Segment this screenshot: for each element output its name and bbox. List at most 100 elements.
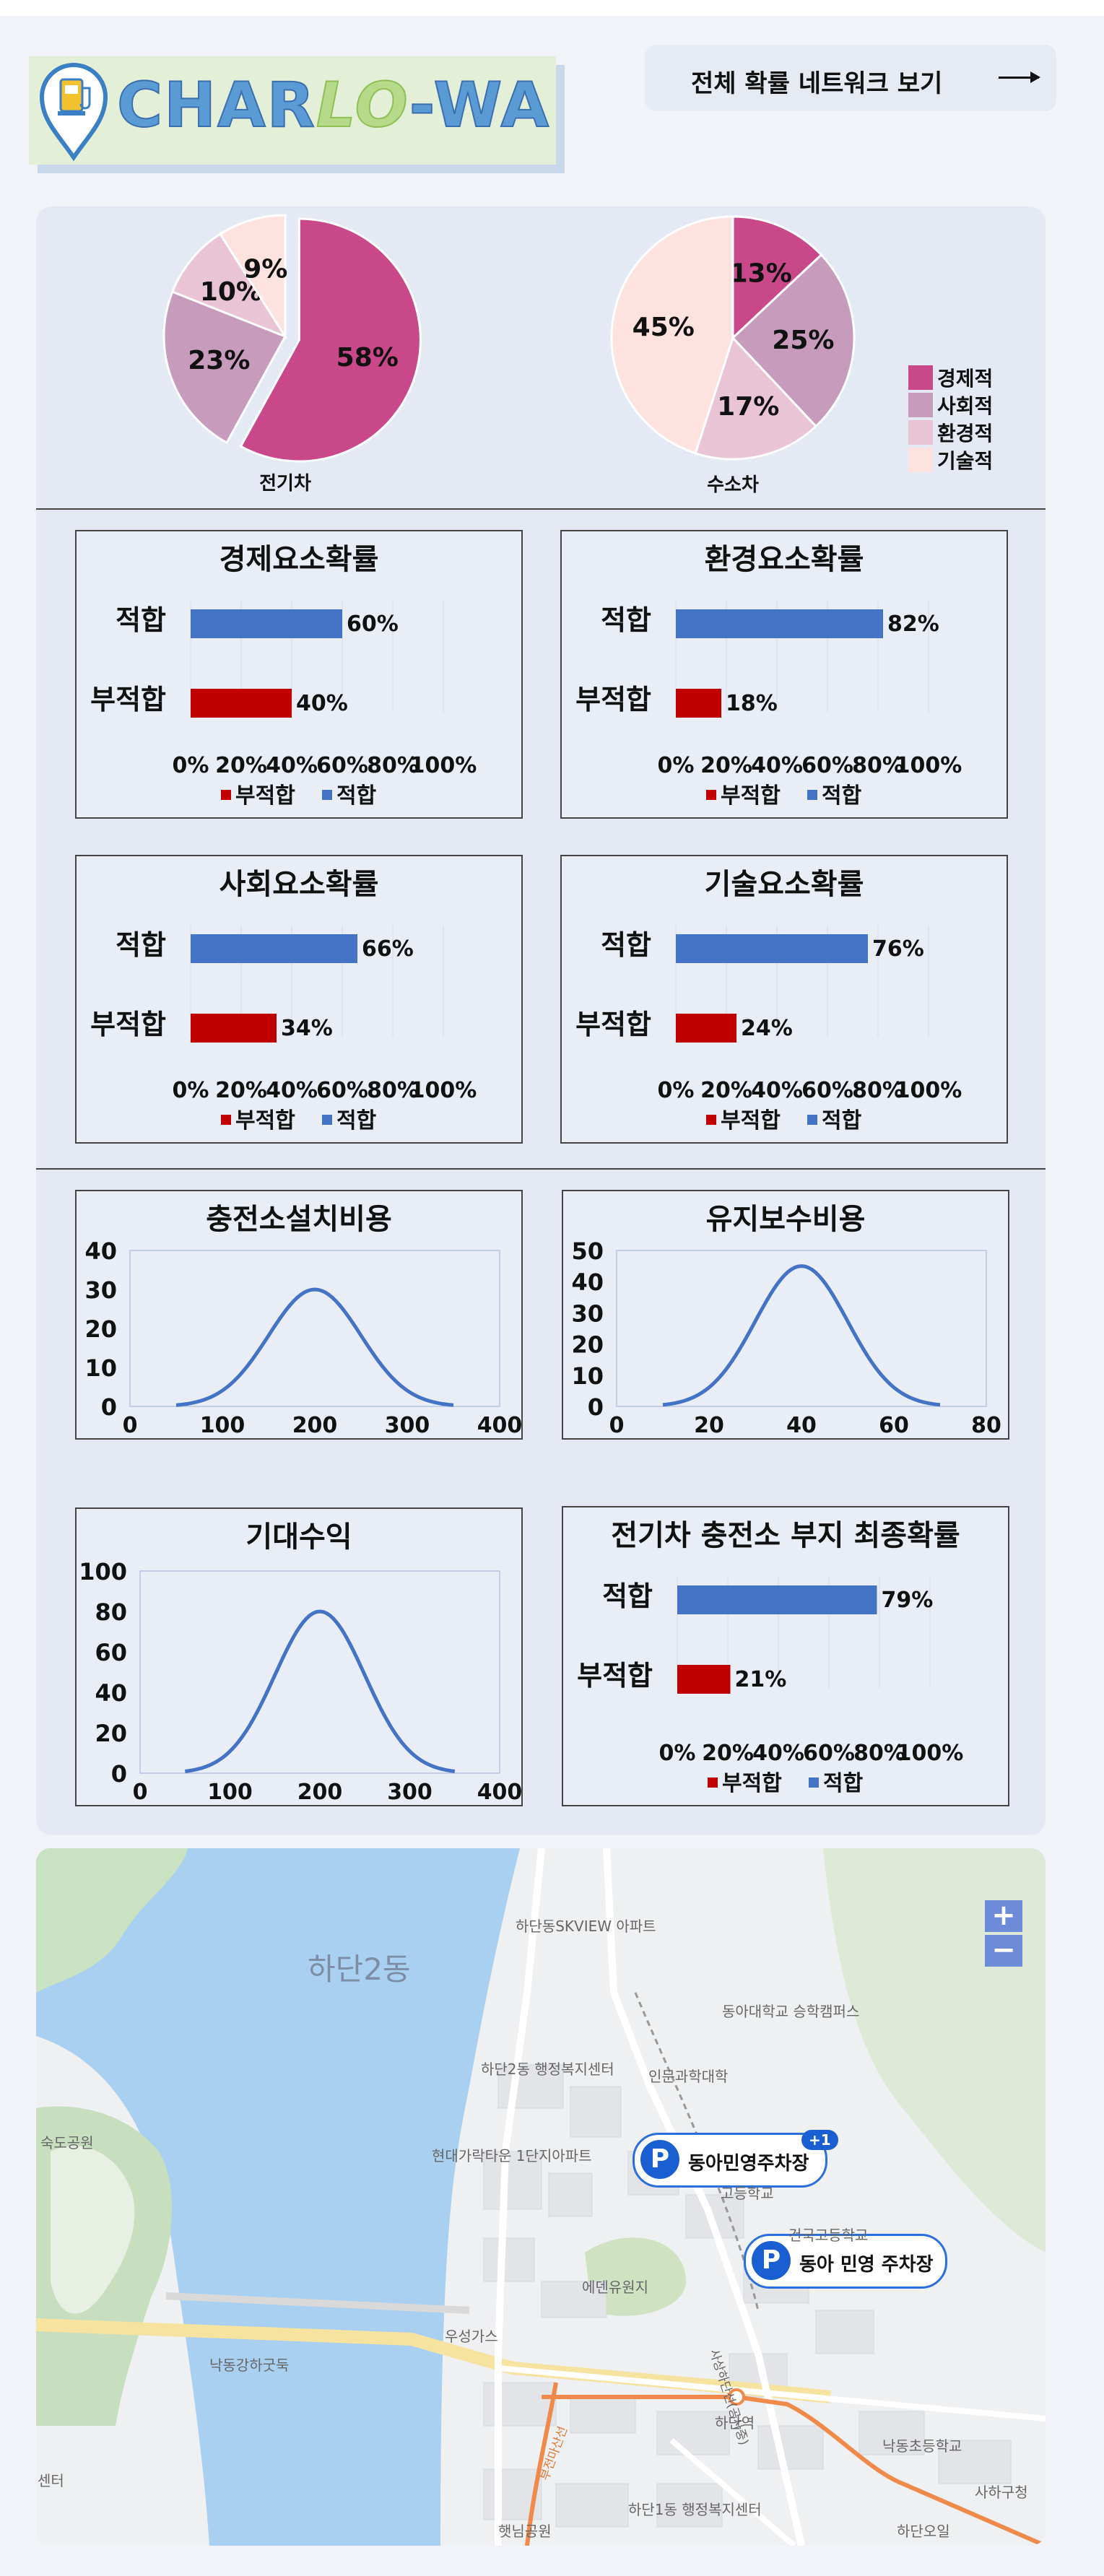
bar-value-label: 40% (296, 691, 348, 716)
tick-label: 100% (895, 753, 962, 778)
tick-label: 0% (173, 753, 209, 778)
legend-swatch (706, 1115, 716, 1125)
map-label: 낙동강하굿둑 (209, 2357, 290, 2374)
card-title: 전기차 충전소 부지 최종확률 (611, 1519, 960, 1552)
card-title: 충전소설치비용 (206, 1203, 392, 1236)
parking-icon: P (752, 2241, 791, 2280)
pie-slice-label: 9% (243, 254, 287, 284)
tick-label: 40% (266, 1078, 318, 1103)
network-view-button-label: 전체 확률 네트워크 보기 (691, 69, 943, 98)
tick-label: 20% (215, 753, 267, 778)
logo[interactable]: CHARLO-WA (29, 56, 565, 173)
y-tick-label: 0 (101, 1393, 117, 1421)
pie-slice (731, 215, 823, 341)
legend-swatch (908, 448, 933, 472)
legend-label: 부적합 (721, 1108, 781, 1133)
pie-2: 13% 25% 17% 45% 수소차 (610, 215, 856, 496)
x-tick-label: 0 (609, 1413, 625, 1438)
logo-text-part-2: LO (316, 69, 409, 142)
x-tick-label: 0 (123, 1413, 138, 1438)
y-tick-label: 0 (588, 1393, 604, 1421)
tick-label: 60% (316, 1078, 368, 1103)
tick-label: 80% (852, 753, 904, 778)
tick-label: 40% (752, 1741, 804, 1766)
bar-value-label: 21% (735, 1667, 787, 1692)
y-tick-label: 30 (84, 1276, 117, 1304)
tick-label: 0% (658, 1078, 695, 1103)
pie-slice-label: 25% (772, 326, 834, 355)
legend-swatch (807, 1115, 817, 1125)
legend-label: 적합 (336, 783, 377, 809)
x-tick-label: 0 (133, 1780, 148, 1805)
y-tick-label: 80 (95, 1598, 127, 1626)
tick-label: 40% (266, 753, 318, 778)
logo-box: CHARLO-WA (29, 56, 556, 165)
tick-label: 20% (702, 1741, 754, 1766)
map-label: 하단2동 행정복지센터 (481, 2061, 614, 2078)
line-chart: 0 20 40 60 80 100 0 100 200 300 400 (79, 1558, 521, 1805)
map-label: 햇님공원 (498, 2523, 552, 2540)
y-tick-label: 0 (111, 1760, 127, 1788)
legend-label: 기술적 (937, 449, 993, 473)
map-label: 현대가락타운 1단지아파트 (432, 2147, 592, 2164)
legend-swatch (221, 1115, 231, 1125)
probability-card: 전기차 충전소 부지 최종확률 적합 79% 부적합 21% 0% 20% 40% 60% 80%… (562, 1506, 1009, 1806)
bar (676, 1014, 736, 1043)
top-strip (0, 0, 1104, 16)
tick-label: 40% (751, 753, 803, 778)
bar (676, 689, 721, 718)
plot-area (139, 1570, 500, 1774)
tick-label: 80% (852, 1078, 904, 1103)
bar-category-label: 적합 (601, 929, 651, 961)
bar-chart: 적합 60%부적합 40%0% 20%40%60%80%100%부적합 적합 (90, 601, 477, 809)
pie-slice (239, 217, 422, 463)
legend-label: 부적합 (722, 1771, 782, 1796)
bar-value-label: 79% (882, 1588, 934, 1613)
logo-text-part-1: CHAR (116, 69, 316, 142)
bar-chart: 적합 66%부적합 34%0% 20%40%60%80%100%부적합 적합 (90, 926, 477, 1133)
map-canvas[interactable] (36, 1848, 1046, 2546)
zoom-in-button[interactable]: + (985, 1900, 1022, 1932)
legend-swatch (221, 790, 231, 800)
x-tick-label: 200 (297, 1780, 343, 1805)
pie-slice-label: 58% (336, 343, 399, 373)
x-tick-label: 400 (477, 1413, 521, 1438)
tick-label: 60% (801, 1078, 853, 1103)
parking-pin-1-label: 동아민영주차장 (688, 2153, 809, 2175)
y-tick-label: 30 (571, 1300, 604, 1327)
legend-label: 적합 (336, 1108, 377, 1133)
series-line (662, 1264, 941, 1407)
tick-label: 80% (367, 1078, 419, 1103)
bar-value-label: 24% (741, 1016, 793, 1041)
map-label: 낙동초등학교 (882, 2437, 962, 2455)
bar-chart: 적합 82%부적합 18%0% 20%40%60%80%100%부적합 적합 (575, 601, 962, 809)
pie-slice (218, 214, 287, 341)
network-view-button[interactable]: 전체 확률 네트워크 보기 (645, 45, 1056, 111)
bar (191, 934, 357, 963)
map-label: 하단오일 (897, 2523, 950, 2540)
bar-value-label: 76% (872, 936, 924, 962)
zoom-out-button[interactable]: − (985, 1935, 1022, 1967)
bar-chart: 적합 76%부적합 24%0% 20%40%60%80%100%부적합 적합 (575, 926, 962, 1133)
map-label: 우성가스 (445, 2328, 498, 2345)
logo-text: CHARLO-WA (116, 69, 550, 142)
legend-label: 경제적 (937, 367, 993, 391)
probability-card: 기술요소확률 적합 76% 부적합 24% 0% 20% 40% 60% 80% 100% 부적합 적합 (560, 855, 1008, 1144)
legend-label: 부적합 (235, 1108, 295, 1133)
pie-charts: 58%23%10%9%전기차13%25%17%45%수소차경제적사회적환경적기술… (162, 214, 993, 496)
map-label: 인문과학대학 (648, 2068, 729, 2085)
map-label: 하단역 (715, 2414, 755, 2432)
x-tick-label: 20 (694, 1413, 724, 1438)
card-title: 경제요소확률 (219, 543, 379, 576)
bar (191, 1014, 277, 1043)
distribution-card: 유지보수비용 0 10 20 30 40 50 0 20 40 60 80 (562, 1190, 1009, 1440)
legend-label: 부적합 (721, 783, 781, 809)
parking-pin-2[interactable]: P 동아 민영 주차장 (744, 2234, 947, 2289)
bar (677, 1665, 731, 1694)
legend-swatch (708, 1777, 718, 1788)
map-view[interactable]: + − 하단2동 P 동아민영주차장 +1 P 동아 민영 주차장 하단동SKV… (36, 1848, 1046, 2546)
bar-value-label: 82% (887, 612, 939, 637)
legend-swatch (322, 1115, 332, 1125)
parking-pin-1[interactable]: P 동아민영주차장 (633, 2133, 827, 2188)
